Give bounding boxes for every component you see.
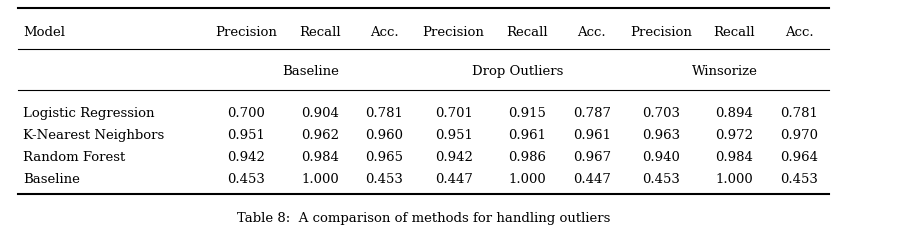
Text: 0.951: 0.951 [435, 128, 472, 141]
Text: 0.962: 0.962 [301, 128, 339, 141]
Text: Recall: Recall [299, 26, 341, 39]
Text: Precision: Precision [630, 26, 692, 39]
Text: Baseline: Baseline [23, 173, 80, 185]
Text: Acc.: Acc. [577, 26, 606, 39]
Text: 0.447: 0.447 [573, 173, 611, 185]
Text: 1.000: 1.000 [301, 173, 339, 185]
Text: 0.787: 0.787 [573, 106, 611, 119]
Text: 0.781: 0.781 [780, 106, 818, 119]
Text: 0.963: 0.963 [642, 128, 680, 141]
Text: Winsorize: Winsorize [693, 65, 758, 78]
Text: 0.984: 0.984 [716, 150, 753, 163]
Text: 0.961: 0.961 [573, 128, 611, 141]
Text: 0.700: 0.700 [227, 106, 265, 119]
Text: 0.453: 0.453 [642, 173, 680, 185]
Text: Random Forest: Random Forest [23, 150, 125, 163]
Text: 0.453: 0.453 [366, 173, 403, 185]
Text: 0.942: 0.942 [435, 150, 472, 163]
Text: Recall: Recall [714, 26, 755, 39]
Text: 0.964: 0.964 [780, 150, 818, 163]
Text: Recall: Recall [507, 26, 548, 39]
Text: 0.970: 0.970 [780, 128, 818, 141]
Text: 0.961: 0.961 [508, 128, 546, 141]
Text: 0.967: 0.967 [573, 150, 611, 163]
Text: 0.915: 0.915 [508, 106, 546, 119]
Text: 0.894: 0.894 [716, 106, 753, 119]
Text: 0.703: 0.703 [642, 106, 680, 119]
Text: 0.984: 0.984 [301, 150, 339, 163]
Text: 0.701: 0.701 [435, 106, 472, 119]
Text: 0.940: 0.940 [642, 150, 680, 163]
Text: Precision: Precision [423, 26, 484, 39]
Text: 1.000: 1.000 [716, 173, 753, 185]
Text: 0.904: 0.904 [301, 106, 339, 119]
Text: 0.453: 0.453 [780, 173, 818, 185]
Text: 0.447: 0.447 [435, 173, 472, 185]
Text: K-Nearest Neighbors: K-Nearest Neighbors [23, 128, 164, 141]
Text: Model: Model [23, 26, 65, 39]
Text: Baseline: Baseline [283, 65, 339, 78]
Text: 0.960: 0.960 [366, 128, 403, 141]
Text: 0.781: 0.781 [366, 106, 403, 119]
Text: 0.951: 0.951 [227, 128, 265, 141]
Text: Drop Outliers: Drop Outliers [472, 65, 564, 78]
Text: 0.986: 0.986 [508, 150, 546, 163]
Text: Precision: Precision [216, 26, 277, 39]
Text: Logistic Regression: Logistic Regression [23, 106, 155, 119]
Text: 0.965: 0.965 [366, 150, 403, 163]
Text: 0.453: 0.453 [227, 173, 265, 185]
Text: 0.972: 0.972 [716, 128, 753, 141]
Text: Acc.: Acc. [370, 26, 399, 39]
Text: Acc.: Acc. [785, 26, 813, 39]
Text: 0.942: 0.942 [227, 150, 265, 163]
Text: 1.000: 1.000 [508, 173, 546, 185]
Text: Table 8:  A comparison of methods for handling outliers: Table 8: A comparison of methods for han… [237, 212, 611, 224]
